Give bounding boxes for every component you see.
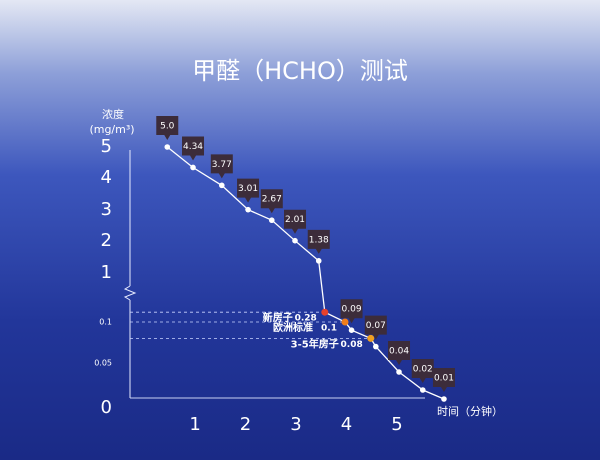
data-point [419, 387, 426, 393]
data-label: 1.38 [309, 235, 329, 245]
data-label: 0.08 [341, 340, 363, 350]
data-label: 0.09 [342, 305, 362, 315]
x-tick-label: 4 [341, 414, 352, 435]
data-label: 0.28 [295, 314, 317, 324]
data-label: 0.07 [366, 321, 386, 331]
data-point [315, 258, 322, 264]
callout [237, 178, 260, 203]
callout [432, 368, 455, 392]
data-point [292, 237, 298, 244]
data-label: 0.1 [321, 324, 337, 334]
callout [284, 209, 307, 234]
y-tick-label: 1 [101, 262, 112, 283]
data-point [396, 369, 402, 375]
data-point [373, 343, 379, 350]
data-label: 5.0 [160, 122, 175, 132]
data-label: 2.01 [285, 215, 305, 225]
y-tick-label: 2 [101, 230, 112, 251]
data-point [245, 206, 251, 213]
x-tick-label: 1 [189, 414, 200, 435]
data-point [219, 182, 225, 189]
y-axis-label: (mg/m³) [89, 123, 134, 136]
data-label: 0.04 [389, 347, 409, 357]
y-tick-label: 4 [101, 167, 112, 188]
callout [340, 299, 363, 324]
callout [388, 341, 411, 365]
data-point [268, 217, 275, 224]
point-name: 3-5年房子 [291, 337, 339, 350]
x-tick-label: 3 [290, 414, 301, 435]
callout [411, 359, 434, 383]
point-name: 新房子 [263, 311, 293, 324]
data-point [367, 334, 375, 342]
y-axis-label: 浓度 [102, 107, 124, 121]
axis-break [123, 285, 137, 301]
chart-title: 甲醛（HCHO）测试 [192, 57, 408, 85]
data-point [348, 327, 355, 334]
data-label: 3.01 [238, 184, 258, 194]
y-tick-label: 0.1 [99, 318, 112, 327]
callout [156, 116, 179, 140]
callout [260, 189, 283, 214]
x-tick-label: 2 [240, 414, 251, 435]
data-label: 0.01 [434, 374, 454, 384]
callout [307, 229, 330, 254]
data-label: 4.34 [183, 142, 203, 152]
callout [210, 154, 233, 179]
data-line [166, 146, 445, 400]
data-label: 3.77 [212, 160, 232, 170]
data-label: 2.67 [262, 195, 282, 205]
data-point [441, 396, 447, 402]
y-tick-label: 5 [101, 136, 112, 157]
y-tick-label: 3 [101, 199, 112, 220]
y-tick-label: 0.05 [94, 359, 112, 368]
callout [364, 315, 387, 340]
data-point [321, 308, 329, 316]
data-point [164, 144, 171, 150]
data-point [190, 164, 196, 171]
x-axis-label: 时间（分钟） [437, 404, 503, 418]
y-tick-label: 0 [101, 397, 112, 418]
callout [182, 136, 205, 161]
data-label: 0.02 [413, 365, 433, 375]
x-tick-label: 5 [391, 414, 402, 435]
point-name: 欧洲标准 [273, 321, 313, 334]
data-point [341, 318, 349, 326]
